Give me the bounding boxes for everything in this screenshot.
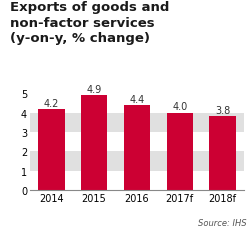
Text: Source: IHS: Source: IHS [198, 218, 247, 227]
Text: 3.8: 3.8 [215, 106, 230, 116]
Text: Exports of goods and
non-factor services
(y-on-y, % change): Exports of goods and non-factor services… [10, 1, 169, 45]
Bar [30, 171, 244, 190]
Bar [30, 113, 244, 132]
Bar [30, 132, 244, 152]
Bar [167, 113, 193, 190]
Text: 4.9: 4.9 [86, 85, 102, 95]
Text: 4.2: 4.2 [44, 98, 59, 108]
Bar [124, 105, 150, 190]
Bar [81, 96, 107, 190]
Bar [38, 109, 64, 190]
Bar [209, 117, 236, 190]
Bar [30, 152, 244, 171]
Text: 4.4: 4.4 [129, 94, 145, 104]
Text: 4.0: 4.0 [172, 102, 187, 112]
Bar [30, 94, 244, 113]
